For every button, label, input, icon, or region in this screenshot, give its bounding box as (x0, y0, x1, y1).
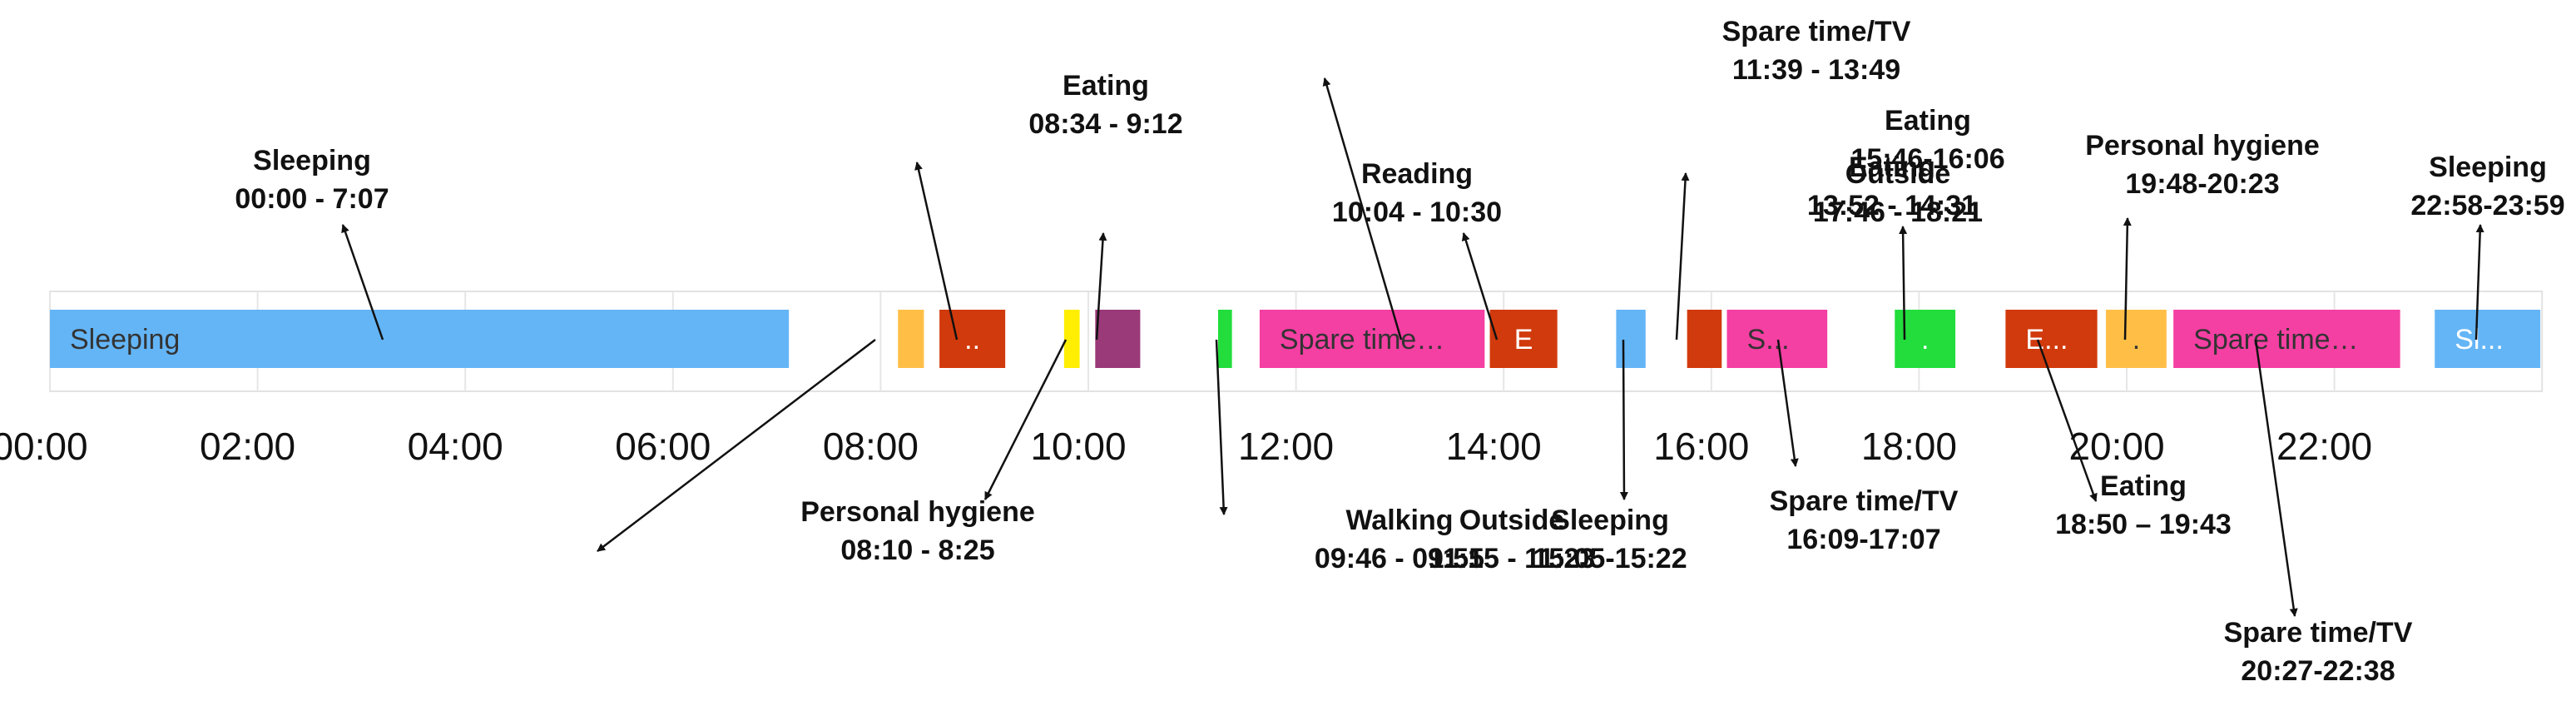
annotation-range: 17:46 - 18:21 (1813, 196, 1983, 228)
annotation-range: 00:00 - 7:07 (235, 183, 389, 215)
annotation-arrow (2254, 339, 2298, 617)
x-tick-label: 02:00 (200, 425, 295, 468)
annotation-name: Eating (1849, 152, 1935, 183)
segment-bar (1726, 310, 1828, 368)
segment-bar (939, 310, 1006, 368)
annotation-arrow (1461, 232, 1499, 341)
annotation-range: 13:52 - 14:31 (1807, 190, 1977, 221)
annotation-range: 15:46-16:06 (1850, 143, 2004, 175)
x-tick-label: 00:00 (0, 425, 88, 468)
segment-bar (2435, 310, 2541, 368)
segment-bar (1489, 310, 1558, 368)
annotation-arrow (1215, 339, 1228, 515)
activity-segments: Sleeping.. Spare time… E S.... E.... Spare ti… (50, 310, 2541, 368)
annotation-name: Eating (1063, 70, 1149, 102)
segment-label: .. (964, 324, 980, 356)
annotation-arrow (1095, 232, 1107, 341)
segment-label: E (1514, 324, 1533, 356)
annotation-arrow (1619, 339, 1628, 500)
segment-label: Spare time… (1280, 324, 1444, 356)
segment-bar (1616, 310, 1646, 368)
annotation-name: Spare time/TV (1722, 16, 1911, 47)
x-tick-label: 20:00 (2068, 425, 2164, 468)
annotation-arrow (1776, 339, 1799, 467)
segment-bar (1218, 310, 1232, 368)
annotation-arrow (2123, 217, 2132, 341)
annotation-arrow (597, 339, 876, 552)
annotation-name: Sleeping (253, 145, 371, 177)
annotations: Sleeping 00:00 - 7:07 Personal hygiene 08:1… (235, 16, 2564, 687)
segment-label: . (1921, 324, 1929, 356)
segment-bar (1687, 310, 1722, 368)
x-tick-label: 14:00 (1446, 425, 1542, 468)
annotation-arrow (1675, 172, 1690, 341)
segment-label: Sleeping (70, 324, 180, 356)
x-tick-label: 22:00 (2276, 425, 2372, 468)
segment-bar (2106, 310, 2167, 368)
x-tick-label: 04:00 (408, 425, 503, 468)
annotation-arrow (914, 162, 959, 341)
annotation-name: Walking (1345, 505, 1453, 536)
x-tick-label: 18:00 (1861, 425, 1957, 468)
annotation-range: 22:58-23:59 (2410, 190, 2564, 221)
annotation-arrows (341, 77, 2484, 617)
segment-label: E... (2025, 324, 2068, 356)
annotation-arrow (2474, 224, 2484, 341)
segment-label: Spare time… (2193, 324, 2358, 356)
segment-bar (2005, 310, 2098, 368)
x-tick-label: 10:00 (1030, 425, 1126, 468)
annotation-name: Sleeping (1551, 505, 1669, 536)
segment-bar (50, 310, 790, 368)
annotation-name: Spare time/TV (1770, 485, 1959, 517)
segment-bar (1063, 310, 1080, 368)
x-tick-label: 08:00 (823, 425, 919, 468)
annotation-name: Sleeping (2429, 152, 2547, 183)
annotation-name: Outside (1845, 158, 1951, 190)
annotation-name: Outside (1459, 505, 1565, 536)
annotation-range: 08:34 - 9:12 (1028, 108, 1182, 140)
annotation-range: 18:50 – 19:43 (2055, 509, 2232, 540)
x-tick-label: 12:00 (1238, 425, 1334, 468)
annotation-range: 16:09-17:07 (1786, 524, 1940, 555)
annotation-name: Personal hygiene (800, 496, 1035, 528)
segment-bar (1259, 310, 1485, 368)
annotation-name: Personal hygiene (2085, 130, 2320, 162)
annotation-arrow (983, 339, 1068, 500)
annotation-range: 08:10 - 8:25 (840, 535, 994, 566)
annotation-range: 15:05-15:22 (1533, 543, 1687, 574)
annotation-range: 20:27-22:38 (2241, 655, 2395, 687)
segment-bar (1095, 310, 1141, 368)
segment-bar (898, 310, 924, 368)
annotation-range: 10:04 - 10:30 (1332, 196, 1502, 228)
annotation-range: 09:46 - 09:55 (1315, 543, 1484, 574)
annotation-range: 11:39 - 13:49 (1732, 54, 1900, 86)
x-axis-ticks: 00:00 02:00 04:00 06:00 08:00 10:00 12:00 14:00… (0, 425, 2372, 468)
annotation-name: Spare time/TV (2224, 617, 2413, 649)
annotation-arrow (1322, 77, 1403, 341)
segment-label: Sl... (2455, 324, 2504, 356)
segment-bar (2173, 310, 2400, 368)
annotation-range: 11:15 - 11:23 (1429, 543, 1595, 574)
annotation-arrow (1899, 226, 1908, 341)
segment-label: . (2133, 324, 2140, 356)
annotation-arrow (2036, 339, 2098, 502)
annotation-name: Eating (2100, 470, 2187, 502)
annotation-name: Eating (1885, 105, 1971, 137)
segment-label: S... (1747, 324, 1790, 356)
x-tick-label: 06:00 (615, 425, 711, 468)
annotation-range: 19:48-20:23 (2125, 168, 2279, 200)
annotation-arrow (341, 224, 384, 341)
annotation-name: Reading (1361, 158, 1473, 190)
x-tick-label: 16:00 (1653, 425, 1749, 468)
